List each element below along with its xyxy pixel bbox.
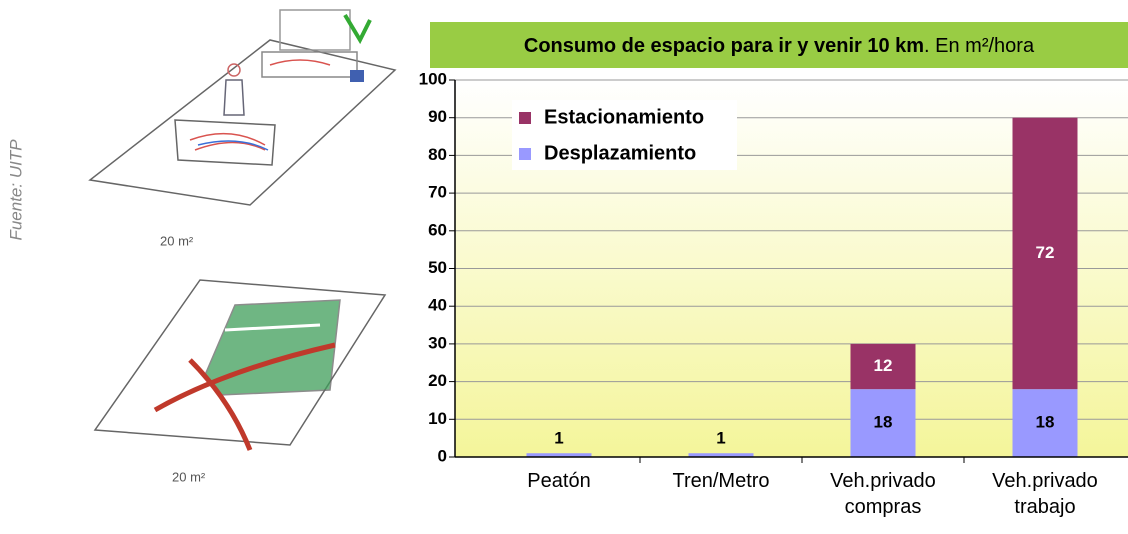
title-text: Consumo de espacio para ir y venir 10 km [524, 35, 924, 57]
x-tick-label: Tren/Metro [651, 468, 791, 494]
legend-label: Desplazamiento [544, 142, 696, 164]
y-tick-label: 80 [428, 145, 447, 164]
value-label: 72 [1036, 243, 1055, 262]
y-tick-label: 50 [428, 258, 447, 277]
x-tick-label: Veh.privado compras [813, 468, 953, 520]
y-tick-label: 20 [428, 371, 447, 390]
value-label: 1 [554, 429, 563, 448]
value-label: 12 [874, 356, 893, 375]
legend-label: Estacionamiento [544, 106, 704, 128]
y-tick-label: 60 [428, 220, 447, 239]
source-note: Fuente: UITP [6, 139, 25, 241]
chart-title: Consumo de espacio para ir y venir 10 km… [524, 35, 1035, 57]
legend-swatch [519, 112, 531, 124]
y-tick-label: 100 [419, 69, 447, 88]
value-label: 18 [874, 413, 893, 432]
chart: 20 m² 20 m² Fuente: UITP Consumo de espa… [0, 0, 1128, 534]
y-tick-label: 0 [438, 446, 447, 465]
illustration-caption: 20 m² [172, 469, 206, 484]
page: 20 m² 20 m² Fuente: UITP Consumo de espa… [0, 0, 1128, 534]
legend-swatch [519, 148, 531, 160]
value-label: 1 [716, 429, 725, 448]
subtitle-text: . En m²/hora [924, 35, 1035, 57]
illustration-parking [90, 10, 395, 205]
x-tick-label: Peatón [489, 468, 629, 494]
illustration-caption: 20 m² [160, 233, 194, 248]
illustration-car [95, 280, 385, 450]
y-tick-label: 10 [428, 409, 447, 428]
y-tick-label: 70 [428, 183, 447, 202]
x-tick-label: Veh.privado trabajo [975, 468, 1115, 520]
y-tick-label: 30 [428, 333, 447, 352]
value-label: 18 [1036, 413, 1055, 432]
y-tick-label: 40 [428, 296, 447, 315]
y-tick-label: 90 [428, 107, 447, 126]
